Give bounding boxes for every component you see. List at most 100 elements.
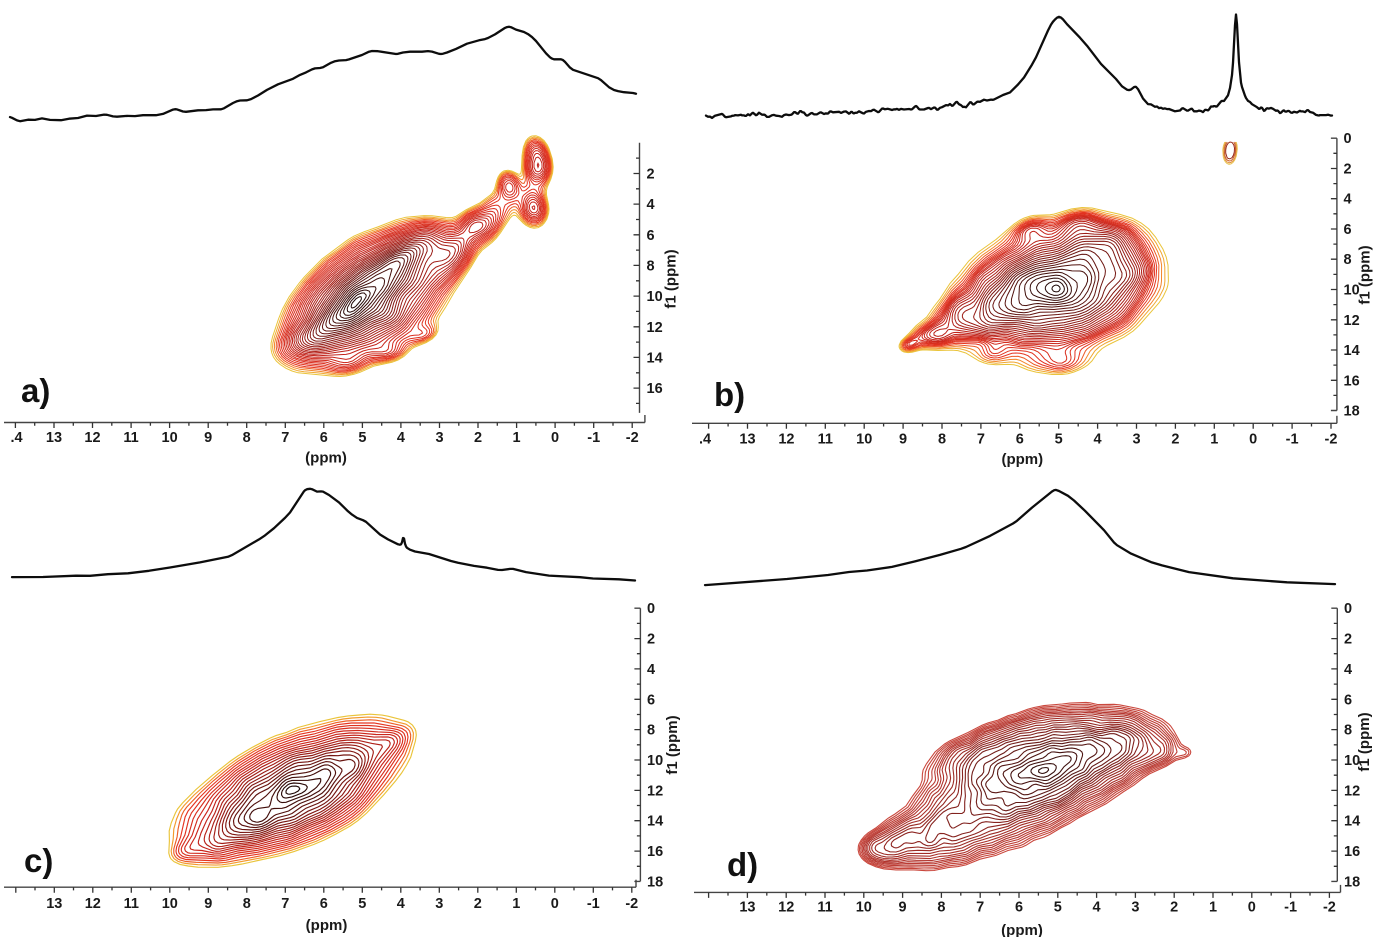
svg-text:1: 1 [1209,900,1217,916]
svg-text:4: 4 [1344,192,1352,208]
svg-text:7: 7 [281,430,289,446]
svg-text:-2: -2 [626,430,639,446]
svg-text:10: 10 [1344,283,1360,299]
svg-text:f1 (ppm): f1 (ppm) [664,715,681,774]
svg-text:13: 13 [739,900,755,916]
svg-text:-2: -2 [1325,432,1338,448]
svg-text:5: 5 [1054,900,1062,916]
svg-text:3: 3 [1131,900,1139,916]
svg-text:-2: -2 [1323,900,1336,916]
svg-text:d): d) [727,846,758,883]
svg-text:12: 12 [1344,313,1360,329]
svg-text:10: 10 [647,289,663,305]
svg-text:1: 1 [512,896,520,912]
svg-text:(ppm): (ppm) [1001,922,1043,937]
svg-text:18: 18 [1344,404,1360,420]
svg-text:0: 0 [551,430,559,446]
svg-text:18: 18 [647,874,663,890]
svg-text:8: 8 [647,258,655,274]
svg-text:10: 10 [162,430,178,446]
svg-text:6: 6 [1015,900,1023,916]
svg-text:12: 12 [778,900,794,916]
svg-text:11: 11 [817,900,832,916]
svg-text:16: 16 [647,381,663,397]
svg-text:f1 (ppm): f1 (ppm) [1356,712,1373,771]
svg-text:2: 2 [1170,900,1178,916]
svg-text:13: 13 [739,432,755,448]
svg-text:12: 12 [85,896,101,912]
svg-text:4: 4 [647,662,655,678]
svg-text:3: 3 [435,430,443,446]
svg-text:14: 14 [647,814,663,830]
svg-text:13: 13 [46,430,62,446]
svg-text:10: 10 [856,900,872,916]
svg-text:f1 (ppm): f1 (ppm) [663,249,680,308]
svg-text:1: 1 [1210,432,1218,448]
svg-text:6: 6 [1344,222,1352,238]
svg-text:5: 5 [358,430,366,446]
svg-text:0: 0 [647,601,655,617]
svg-text:16: 16 [1344,373,1360,389]
svg-text:8: 8 [243,430,251,446]
svg-text:.4: .4 [10,430,22,446]
svg-text:0: 0 [1249,432,1257,448]
svg-text:c): c) [24,842,53,879]
svg-text:7: 7 [976,900,984,916]
svg-text:0: 0 [1344,601,1352,617]
svg-text:-1: -1 [1284,900,1297,916]
svg-text:6: 6 [320,430,328,446]
svg-text:8: 8 [937,900,945,916]
svg-text:6: 6 [1016,432,1024,448]
svg-text:6: 6 [647,228,655,244]
svg-text:5: 5 [1055,432,1063,448]
svg-text:-1: -1 [1286,432,1299,448]
svg-text:4: 4 [1093,900,1101,916]
svg-text:4: 4 [647,197,655,213]
svg-text:7: 7 [977,432,985,448]
svg-text:6: 6 [647,692,655,708]
svg-text:(ppm): (ppm) [305,450,347,467]
svg-text:(ppm): (ppm) [306,917,348,934]
svg-text:.4: .4 [699,432,711,448]
svg-text:-1: -1 [587,430,600,446]
svg-text:2: 2 [1344,162,1352,178]
svg-text:2: 2 [1171,432,1179,448]
svg-text:12: 12 [778,432,794,448]
svg-text:11: 11 [123,430,138,446]
svg-text:9: 9 [204,896,212,912]
svg-text:4: 4 [1094,432,1102,448]
svg-text:14: 14 [647,350,663,366]
svg-text:12: 12 [1344,783,1360,799]
svg-text:-1: -1 [587,896,600,912]
svg-text:2: 2 [1344,632,1352,648]
svg-text:2: 2 [474,896,482,912]
svg-text:10: 10 [647,753,663,769]
svg-text:9: 9 [899,432,907,448]
svg-text:9: 9 [899,900,907,916]
svg-text:12: 12 [647,783,663,799]
svg-text:a): a) [21,372,50,409]
svg-text:12: 12 [84,430,100,446]
svg-text:11: 11 [818,432,833,448]
svg-text:14: 14 [1344,814,1360,830]
svg-text:8: 8 [1344,252,1352,268]
svg-text:14: 14 [1344,343,1360,359]
svg-text:2: 2 [647,632,655,648]
svg-text:18: 18 [1344,874,1360,890]
svg-text:2: 2 [474,430,482,446]
svg-text:4: 4 [397,896,405,912]
svg-text:8: 8 [938,432,946,448]
svg-text:10: 10 [1344,753,1360,769]
svg-text:3: 3 [1132,432,1140,448]
svg-text:0: 0 [551,896,559,912]
svg-text:9: 9 [204,430,212,446]
svg-text:8: 8 [647,723,655,739]
svg-text:16: 16 [647,844,663,860]
svg-text:(ppm): (ppm) [1001,451,1043,468]
svg-text:8: 8 [1344,723,1352,739]
svg-text:13: 13 [46,896,62,912]
svg-text:0: 0 [1344,131,1352,147]
svg-text:f1 (ppm): f1 (ppm) [1357,245,1374,304]
svg-text:12: 12 [647,320,663,336]
svg-text:16: 16 [1344,844,1360,860]
